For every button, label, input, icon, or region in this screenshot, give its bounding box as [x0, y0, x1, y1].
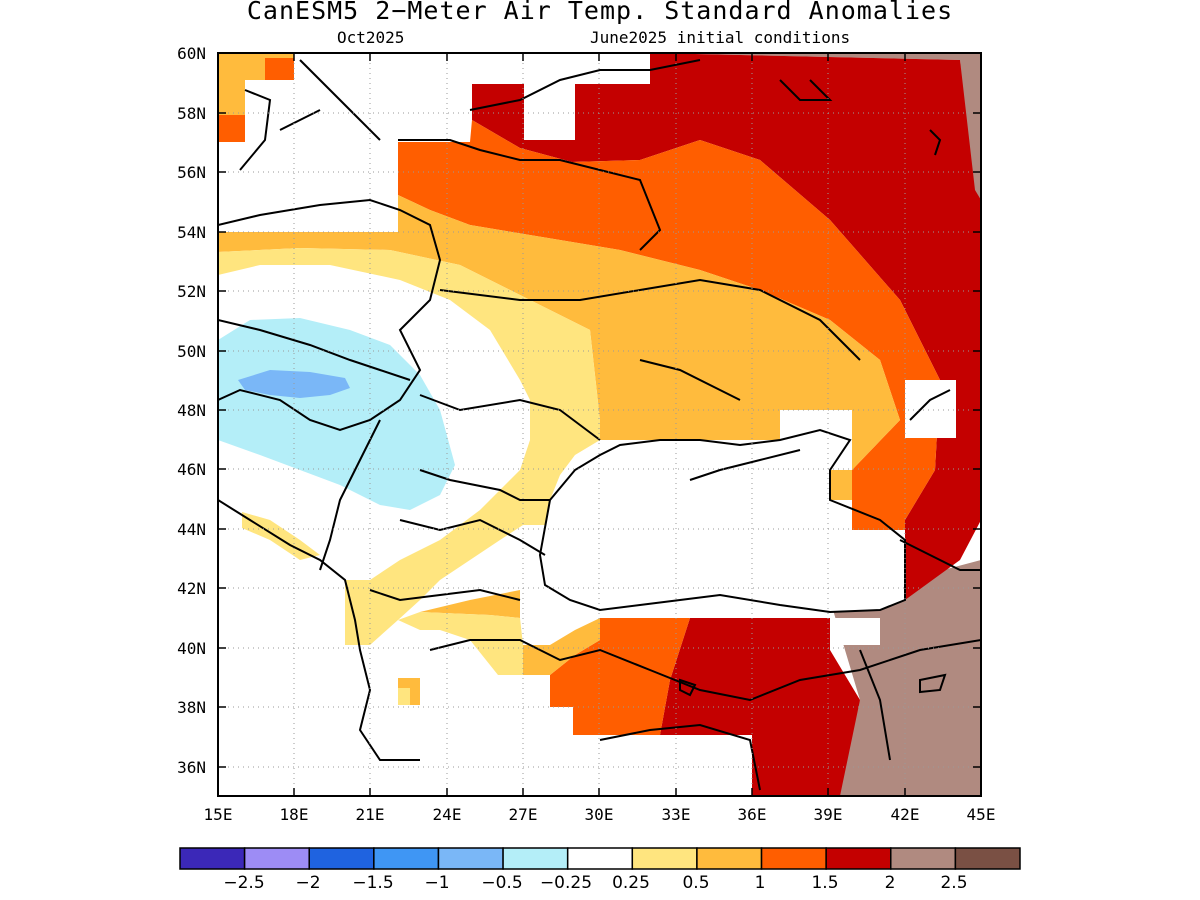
lat-tick-label: 40N [177, 639, 206, 658]
lon-tick-label: 45E [967, 805, 996, 824]
lon-tick-label: 15E [204, 805, 233, 824]
lat-tick-label: 54N [177, 223, 206, 242]
longitude-labels: 15E 18E 21E 24E 27E 30E 33E 36E 39E 42E … [204, 805, 996, 824]
map-grid [218, 53, 981, 796]
anomaly-region-05-main [218, 195, 900, 500]
colorbar-label: 2.5 [940, 873, 967, 893]
anomaly-region-neg025 [218, 318, 455, 510]
chart-title: CanESM5 2−Meter Air Temp. Standard Anoma… [246, 0, 954, 25]
colorbar-swatch [502, 847, 569, 870]
initial-conditions: June2025 initial conditions [590, 28, 851, 47]
colorbar-label: 2 [885, 873, 896, 893]
lat-tick-label: 44N [177, 520, 206, 539]
anomaly-region-1-north [398, 120, 940, 530]
colorbar-swatch [696, 847, 763, 870]
lon-tick-label: 30E [585, 805, 614, 824]
colorbar-label: −2 [295, 873, 320, 893]
colorbar-swatch [566, 847, 634, 870]
colorbar-swatch [373, 847, 440, 870]
colorbar-labels: −2.5 −2 −1.5 −1 −0.5 −0.25 0.25 0.5 1 1.… [223, 873, 967, 893]
colorbar-swatch [954, 847, 1021, 870]
lat-tick-label: 50N [177, 342, 206, 361]
axis-ticks [217, 52, 982, 796]
coastlines [218, 59, 981, 791]
colorbar-label: −0.5 [481, 873, 522, 893]
lat-tick-label: 52N [177, 282, 206, 301]
anomaly-region-025-main [218, 248, 600, 645]
colorbar-swatch [631, 847, 698, 870]
lat-tick-label: 60N [177, 44, 206, 63]
latitude-labels: 60N 58N 56N 54N 52N 50N 48N 46N 44N 42N … [177, 44, 206, 777]
colorbar-swatch [437, 847, 504, 870]
anomaly-region-05-south [523, 618, 600, 675]
lon-tick-label: 33E [662, 805, 691, 824]
anomaly-fill [218, 53, 981, 796]
lat-tick-label: 38N [177, 698, 206, 717]
anomaly-region-1-south [550, 618, 690, 735]
colorbar-swatch [760, 847, 827, 870]
colorbar-label: 1.5 [811, 873, 838, 893]
colorbar-swatch [243, 847, 310, 870]
lon-tick-label: 18E [280, 805, 309, 824]
forecast-month: Oct2025 [337, 28, 405, 47]
colorbar-label: −2.5 [223, 873, 264, 893]
colorbar-label: 0.5 [682, 873, 709, 893]
lat-tick-label: 42N [177, 579, 206, 598]
colorbar-label: 0.25 [612, 873, 650, 893]
colorbar-label: −0.25 [540, 873, 592, 893]
anomaly-region-15-south [660, 618, 860, 796]
lat-tick-label: 56N [177, 163, 206, 182]
lon-tick-label: 24E [433, 805, 462, 824]
lat-tick-label: 46N [177, 460, 206, 479]
colorbar [179, 847, 1021, 870]
colorbar-swatch [308, 847, 375, 870]
anomaly-region-025-thrace [398, 612, 523, 675]
colorbar-swatch [825, 847, 892, 870]
colorbar-label: −1.5 [352, 873, 393, 893]
black-sea [540, 430, 905, 612]
anomaly-region-05-tl [218, 53, 294, 115]
colorbar-label: 1 [755, 873, 766, 893]
colorbar-label: −1 [424, 873, 449, 893]
lon-tick-label: 27E [509, 805, 538, 824]
anomaly-region-15-north [472, 53, 981, 600]
lon-tick-label: 21E [356, 805, 385, 824]
anomaly-region-025-greece [398, 688, 410, 705]
lat-tick-label: 58N [177, 104, 206, 123]
anomaly-region-05-thrace [420, 590, 520, 618]
lon-tick-label: 42E [891, 805, 920, 824]
lat-tick-label: 36N [177, 758, 206, 777]
lat-tick-label: 48N [177, 401, 206, 420]
anomaly-region-025-adriatic [242, 512, 320, 560]
lon-tick-label: 39E [814, 805, 843, 824]
anomaly-region-1-tl2 [265, 58, 294, 80]
colorbar-swatch [179, 847, 246, 870]
colorbar-swatch [890, 847, 957, 870]
lon-tick-label: 36E [738, 805, 767, 824]
